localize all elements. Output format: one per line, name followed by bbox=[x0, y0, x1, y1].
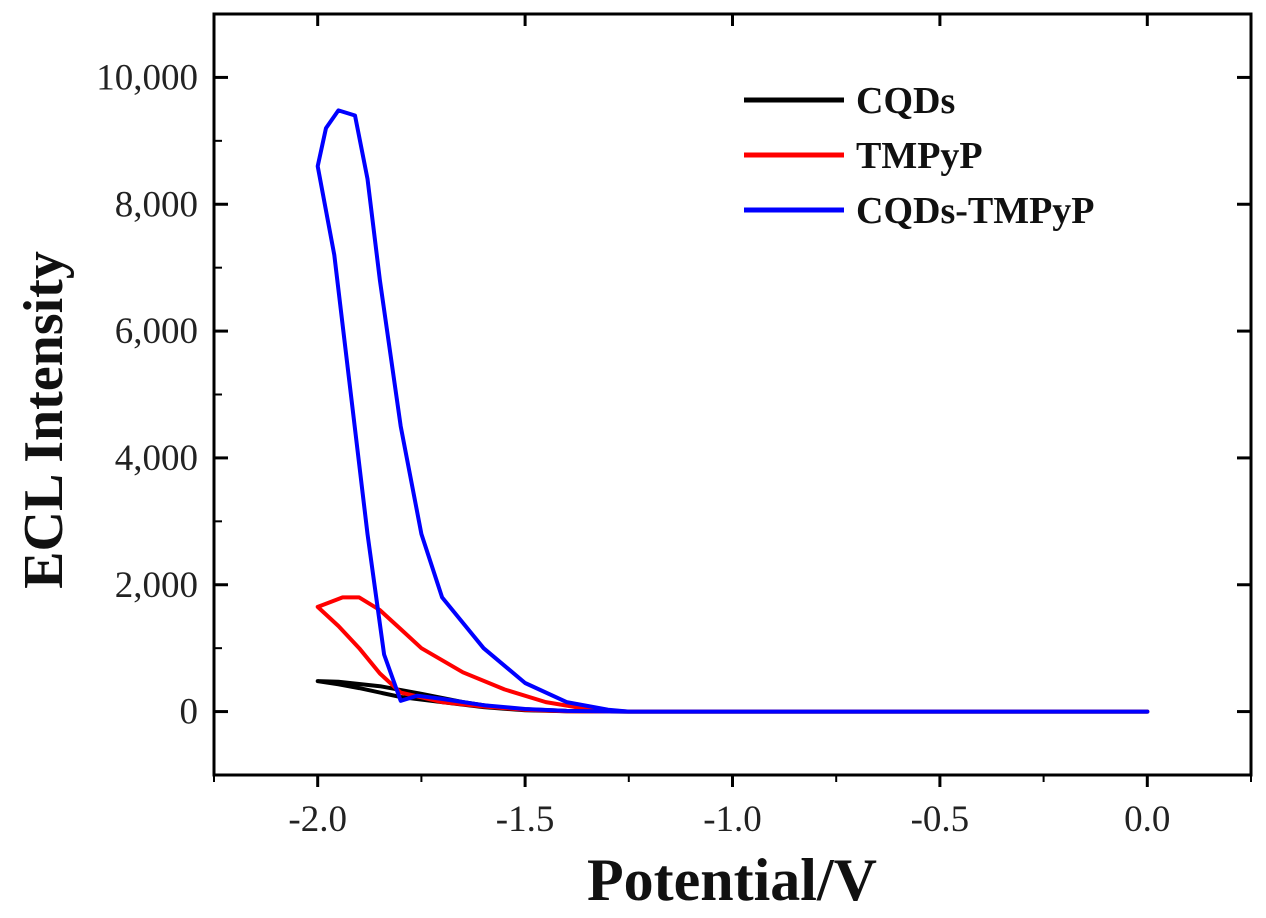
x-tick-labels: -2.0 -1.5 -1.0 -0.5 0.0 bbox=[288, 799, 1170, 840]
y-axis-title: ECL Intensity bbox=[13, 251, 75, 589]
legend-label: CQDs-TMPyP bbox=[856, 190, 1095, 232]
legend: CQDs TMPyP CQDs-TMPyP bbox=[744, 80, 1095, 232]
series-lines bbox=[315, 108, 1150, 714]
legend-label: TMPyP bbox=[856, 135, 983, 177]
series-line-cqds bbox=[315, 679, 1150, 714]
x-tick-label: -2.0 bbox=[288, 799, 347, 840]
y-tick-label: 6,000 bbox=[115, 311, 198, 352]
series-line-tmpyp bbox=[315, 595, 1150, 714]
axis-ticks bbox=[213, 13, 1252, 787]
y-tick-label: 10,000 bbox=[96, 57, 198, 98]
y-tick-label: 2,000 bbox=[115, 565, 198, 606]
y-tick-label: 0 bbox=[180, 692, 199, 733]
x-tick-label: 0.0 bbox=[1124, 799, 1170, 840]
y-tick-label: 4,000 bbox=[115, 438, 198, 479]
legend-label: CQDs bbox=[856, 80, 955, 122]
y-tick-label: 8,000 bbox=[115, 184, 198, 225]
x-tick-label: -1.5 bbox=[496, 799, 555, 840]
x-tick-label: -1.0 bbox=[703, 799, 762, 840]
x-tick-label: -0.5 bbox=[911, 799, 970, 840]
series-line-cqds-tmpyp bbox=[315, 108, 1150, 714]
y-tick-labels: 0 2,000 4,000 6,000 8,000 10,000 bbox=[96, 57, 198, 732]
x-axis-title: Potential/V bbox=[587, 847, 877, 913]
